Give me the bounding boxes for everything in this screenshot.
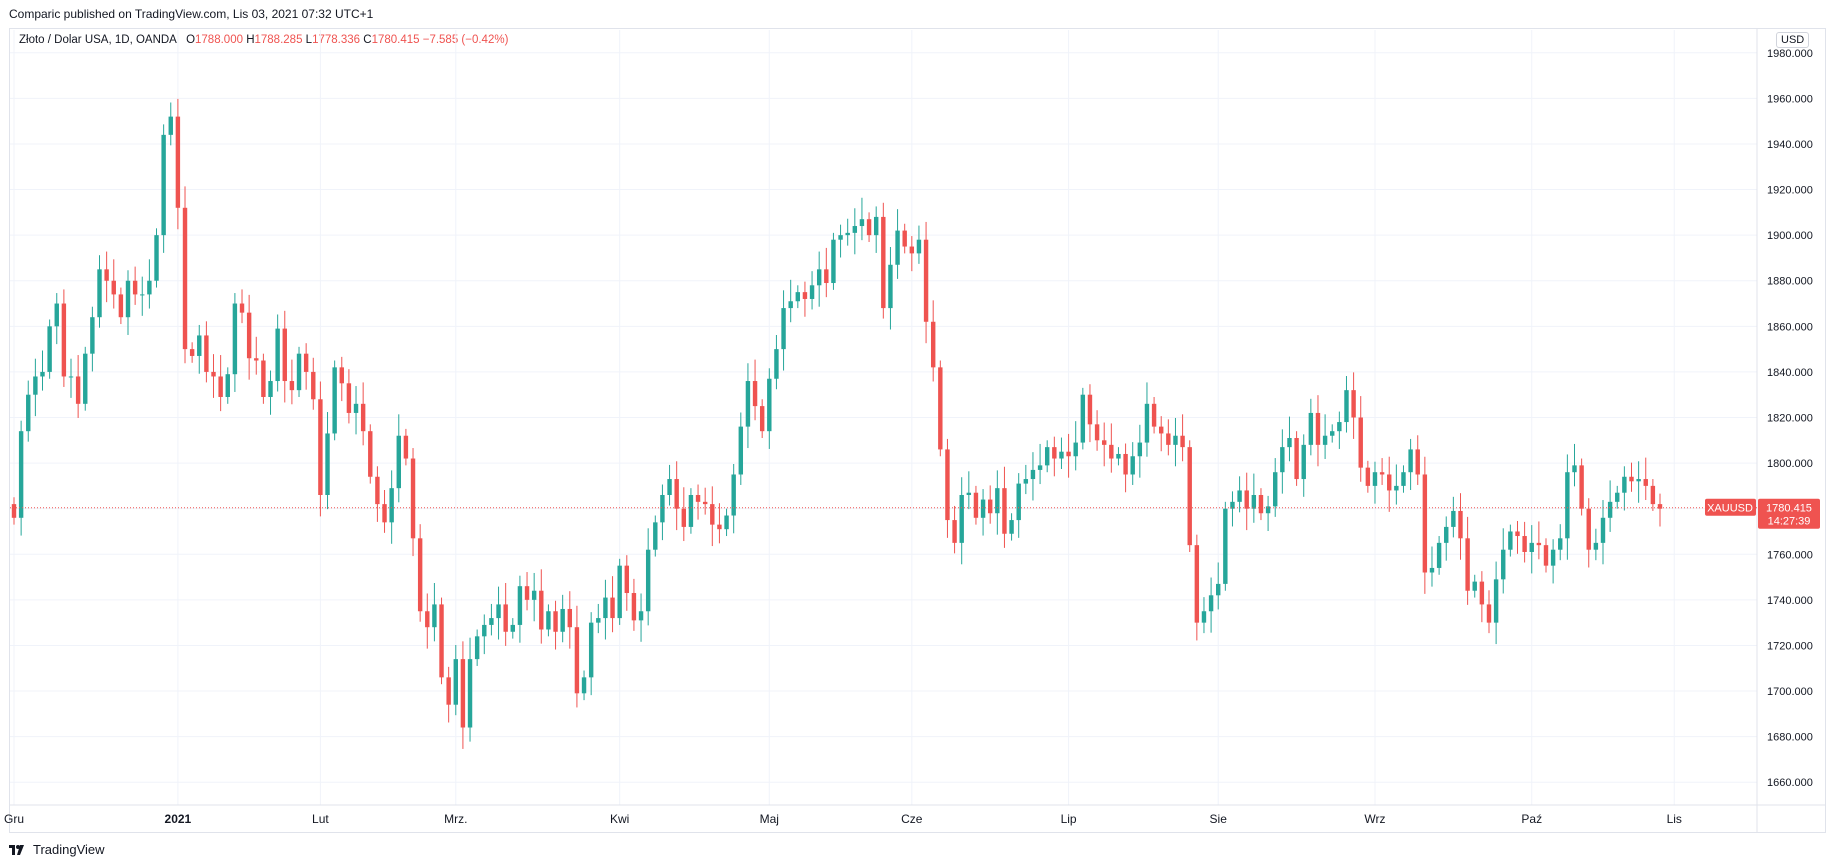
published-caption: Comparic published on TradingView.com, L… xyxy=(9,7,374,21)
legend: Złoto / Dolar USA, 1D, OANDA O1788.000 H… xyxy=(19,34,508,46)
legend-high-value: 1788.285 xyxy=(254,34,303,46)
legend-low-label: L xyxy=(305,34,313,46)
legend-open-value: 1788.000 xyxy=(195,34,243,46)
chart-frame xyxy=(9,28,1826,833)
legend-open-label: O xyxy=(186,34,196,46)
legend-symbol: Złoto / Dolar USA, 1D, OANDA xyxy=(19,34,177,46)
currency-button[interactable]: USD xyxy=(1776,32,1810,48)
legend-close-value: 1780.415 xyxy=(371,34,420,46)
tradingview-logo-icon xyxy=(9,844,24,855)
legend-low-value: 1778.336 xyxy=(312,34,361,46)
footer-brand: TradingView xyxy=(33,842,105,857)
footer: TradingView xyxy=(9,842,105,857)
legend-change: −7.585 (−0.42%) xyxy=(422,34,509,46)
legend-close-label: C xyxy=(363,34,372,46)
legend-high-label: H xyxy=(246,34,255,46)
